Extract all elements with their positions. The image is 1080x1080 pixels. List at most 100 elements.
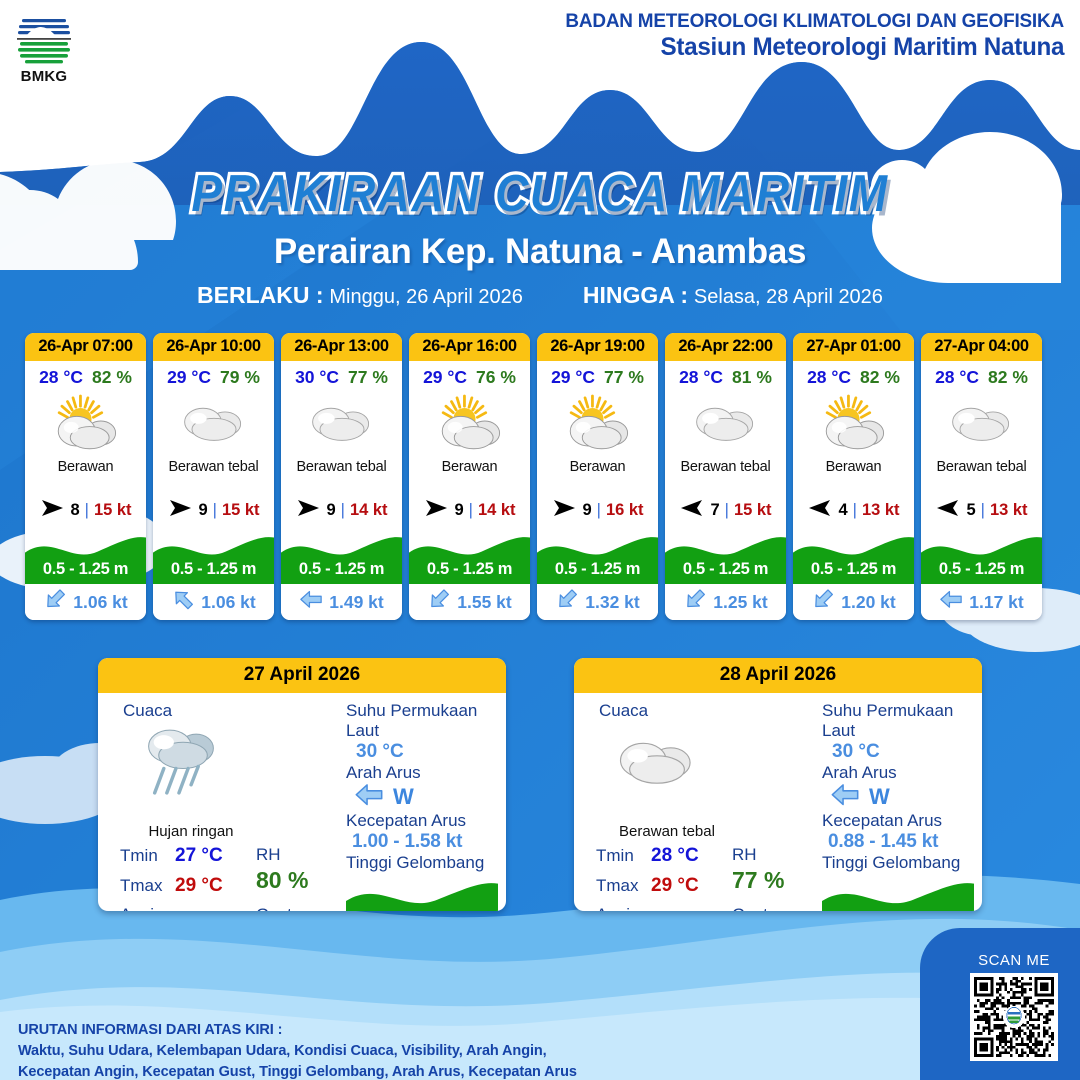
cloudy-icon <box>281 390 402 456</box>
card-temp-humidity: 28 °C 82 % <box>793 361 914 390</box>
daily-body: Cuaca Berawan tebal Tmin 28 °C Tmax 29 °… <box>574 693 982 911</box>
cloudy-icon <box>665 390 786 456</box>
daily-tmin-label: Tmin <box>596 846 634 865</box>
partly-cloudy-sun-icon <box>409 390 530 456</box>
partly-cloudy-sun-icon <box>793 390 914 456</box>
current-direction-icon <box>171 590 195 614</box>
card-current-row: 1.06 kt <box>153 584 274 620</box>
current-direction-icon <box>939 590 963 614</box>
card-wind-row: 8 | 15 kt <box>25 490 146 530</box>
daily-mid-metrics: RH 80 % Gust 17 kt <box>256 845 308 911</box>
daily-tmax-label: Tmax <box>596 876 639 895</box>
card-temperature: 28 °C <box>679 367 724 387</box>
card-wind-row: 9 | 15 kt <box>153 490 274 530</box>
daily-wave-block: 0.5 - 1.25 m <box>822 875 974 911</box>
qr-code[interactable] <box>970 973 1058 1061</box>
scan-me-block[interactable]: SCAN ME <box>970 952 1058 1061</box>
card-current-speed: 1.20 kt <box>841 591 896 612</box>
card-separator: | <box>84 500 89 519</box>
card-condition: Berawan <box>569 459 626 475</box>
card-condition: Berawan tebal <box>296 459 387 475</box>
card-condition: Berawan <box>57 459 114 475</box>
card-temp-humidity: 28 °C 82 % <box>921 361 1042 390</box>
card-humidity: 82 % <box>988 367 1028 387</box>
daily-angin-label-row: Angin <box>596 905 699 911</box>
card-wave-block: 0.5 - 1.25 m <box>25 530 146 584</box>
valid-from: BERLAKU : Minggu, 26 April 2026 <box>197 282 523 309</box>
daily-condition: Berawan tebal <box>619 823 715 840</box>
card-wind-row: 9 | 14 kt <box>409 490 530 530</box>
org-station-name: Stasiun Meteorologi Maritim Natuna <box>660 33 1064 61</box>
forecast-card: 26-Apr 22:00 28 °C 81 % Berawan tebal 7 … <box>665 333 786 620</box>
card-wave-block: 0.5 - 1.25 m <box>409 530 530 584</box>
card-separator: | <box>340 500 345 519</box>
wind-direction-icon <box>167 499 193 522</box>
forecast-card: 27-Apr 01:00 28 °C 82 % Berawan 4 <box>793 333 914 620</box>
card-temp-humidity: 28 °C 81 % <box>665 361 786 390</box>
wind-direction-icon <box>935 499 961 522</box>
bmkg-logo-text: BMKG <box>20 68 68 85</box>
current-direction-icon <box>427 589 451 614</box>
daily-tmin-row: Tmin 28 °C <box>596 845 699 867</box>
daily-wave-value: 0.5 - 1.25 m <box>346 910 498 911</box>
daily-current-speed-label: Kecepatan Arus <box>346 811 467 831</box>
current-direction-icon <box>354 783 384 811</box>
card-temperature: 29 °C <box>551 367 596 387</box>
card-wave-height: 0.5 - 1.25 m <box>938 560 1025 578</box>
card-wave-block: 0.5 - 1.25 m <box>665 530 786 584</box>
wind-direction-icon <box>679 499 705 522</box>
card-time: 26-Apr 10:00 <box>153 333 274 361</box>
daily-date: 28 April 2026 <box>574 658 982 693</box>
daily-right-metrics: Suhu Permukaan Laut 30 °C Arah Arus W Ke… <box>346 701 501 911</box>
forecast-card: 26-Apr 10:00 29 °C 79 % Berawan tebal 9 … <box>153 333 274 620</box>
current-direction-icon <box>830 783 860 811</box>
card-time: 26-Apr 22:00 <box>665 333 786 361</box>
daily-current-dir-value: W <box>869 784 890 810</box>
card-temperature: 28 °C <box>807 367 852 387</box>
card-wind-speed: 13 kt <box>989 500 1028 519</box>
card-current-row: 1.55 kt <box>409 584 530 620</box>
daily-angin-label-row: Angin <box>120 905 223 911</box>
card-current-speed: 1.25 kt <box>713 591 768 612</box>
card-humidity: 77 % <box>604 367 644 387</box>
daily-rh-value: 80 % <box>256 867 309 893</box>
card-wind-speed: 16 kt <box>605 500 644 519</box>
daily-angin-label: Angin <box>596 905 639 911</box>
current-direction-icon <box>43 589 67 614</box>
card-visibility: 4 <box>838 500 848 519</box>
daily-wave-value: 0.5 - 1.25 m <box>822 910 974 911</box>
daily-cuaca-label: Cuaca <box>599 701 649 720</box>
card-temperature: 28 °C <box>935 367 980 387</box>
card-separator: | <box>596 500 601 519</box>
card-wave-height: 0.5 - 1.25 m <box>810 560 897 578</box>
daily-sst-label: Suhu Permukaan Laut <box>822 701 954 740</box>
daily-current-speed-value: 0.88 - 1.45 kt <box>828 831 939 853</box>
daily-rh-label: RH <box>732 845 757 864</box>
card-current-speed: 1.17 kt <box>969 591 1024 612</box>
card-humidity: 82 % <box>92 367 132 387</box>
legend-note: URUTAN INFORMASI DARI ATAS KIRI : Waktu,… <box>18 1020 577 1080</box>
card-time: 26-Apr 07:00 <box>25 333 146 361</box>
card-visibility: 5 <box>966 500 976 519</box>
card-current-speed: 1.06 kt <box>73 591 128 612</box>
card-current-speed: 1.55 kt <box>457 591 512 612</box>
cloudy-icon <box>153 390 274 456</box>
card-condition: Berawan <box>825 459 882 475</box>
forecast-card: 26-Apr 16:00 29 °C 76 % Berawan 9 <box>409 333 530 620</box>
daily-cuaca-label: Cuaca <box>123 701 173 720</box>
bmkg-logo: BMKG <box>8 6 80 86</box>
card-time: 26-Apr 16:00 <box>409 333 530 361</box>
hourly-forecast-strip: 26-Apr 07:00 28 °C 82 % Berawan 8 <box>25 333 1057 620</box>
wind-direction-icon <box>39 499 65 522</box>
card-time: 26-Apr 13:00 <box>281 333 402 361</box>
card-separator: | <box>724 500 729 519</box>
valid-to-value: Selasa, 28 April 2026 <box>693 286 883 308</box>
card-temp-humidity: 28 °C 82 % <box>25 361 146 390</box>
card-wave-height: 0.5 - 1.25 m <box>170 560 257 578</box>
card-temp-humidity: 30 °C 77 % <box>281 361 402 390</box>
valid-from-label: BERLAKU : <box>197 282 324 308</box>
card-temp-humidity: 29 °C 77 % <box>537 361 658 390</box>
daily-gust-label: Gust <box>256 905 308 911</box>
card-time: 26-Apr 19:00 <box>537 333 658 361</box>
card-wind-row: 9 | 16 kt <box>537 490 658 530</box>
